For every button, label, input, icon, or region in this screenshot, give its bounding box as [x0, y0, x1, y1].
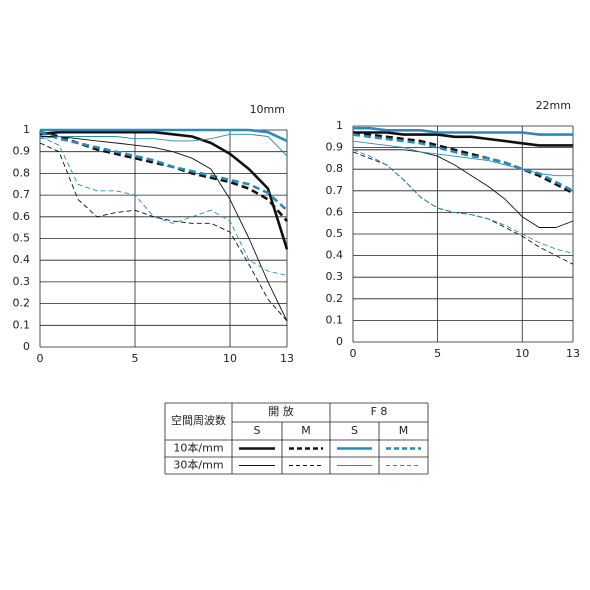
- table-header: S: [254, 424, 261, 437]
- table-header: 開 放: [268, 404, 294, 418]
- y-tick-label: 0: [336, 335, 343, 348]
- y-tick-label: 0.6: [326, 205, 344, 218]
- y-tick-label: 0.2: [13, 297, 31, 310]
- mtf-line: [352, 151, 574, 265]
- y-tick-label: 0.4: [326, 249, 344, 262]
- y-tick-label: 0.9: [13, 145, 31, 158]
- mtf-line: [39, 130, 288, 212]
- y-tick-label: 1: [23, 123, 30, 136]
- y-tick-label: 0.6: [13, 210, 31, 223]
- chart-title: 22mm: [536, 99, 571, 112]
- row-label: 30本/mm: [173, 458, 223, 472]
- y-tick-label: 0.5: [326, 227, 344, 240]
- mtf-line: [39, 142, 288, 322]
- mtf-line: [352, 149, 574, 254]
- x-tick-label: 10: [515, 347, 529, 360]
- table-header: 空間周波数: [171, 413, 226, 427]
- x-tick-label: 10: [223, 352, 237, 365]
- y-tick-label: 0.3: [326, 270, 344, 283]
- x-tick-label: 0: [37, 352, 44, 365]
- y-tick-label: 0.9: [326, 141, 344, 154]
- table-header: F 8: [371, 405, 388, 418]
- table-header: M: [399, 424, 409, 437]
- y-tick-label: 0.1: [13, 318, 31, 331]
- y-tick-label: 0.5: [13, 232, 31, 245]
- mtf-line: [39, 133, 288, 157]
- x-tick-label: 5: [434, 347, 441, 360]
- y-tick-label: 0.4: [13, 253, 31, 266]
- y-tick-label: 0.7: [13, 188, 31, 201]
- mtf-line: [353, 133, 574, 195]
- mtf-line: [40, 136, 288, 322]
- mtf-line: [40, 128, 288, 143]
- x-tick-label: 0: [350, 347, 357, 360]
- mtf-line: [39, 130, 289, 250]
- mtf-line: [352, 140, 573, 177]
- mtf-line: [352, 133, 574, 192]
- y-tick-label: 1: [336, 119, 343, 132]
- table-header: S: [351, 424, 358, 437]
- x-tick-label: 5: [132, 352, 139, 365]
- y-tick-label: 0: [23, 340, 30, 353]
- mtf-line: [39, 130, 288, 222]
- mtf-line: [353, 149, 574, 228]
- mtf-line: [353, 131, 573, 147]
- y-tick-label: 0.2: [326, 292, 344, 305]
- y-tick-label: 0.3: [13, 275, 31, 288]
- mtf-line: [39, 136, 288, 276]
- table-header: M: [301, 424, 311, 437]
- y-tick-label: 0.8: [326, 162, 344, 175]
- x-tick-label: 13: [566, 347, 580, 360]
- x-tick-label: 13: [280, 352, 294, 365]
- y-tick-label: 0.8: [13, 166, 31, 179]
- mtf-line: [353, 126, 573, 136]
- y-tick-label: 0.7: [326, 184, 344, 197]
- y-tick-label: 0.1: [326, 313, 344, 326]
- chart-title: 10mm: [250, 103, 285, 116]
- row-label: 10本/mm: [173, 441, 223, 455]
